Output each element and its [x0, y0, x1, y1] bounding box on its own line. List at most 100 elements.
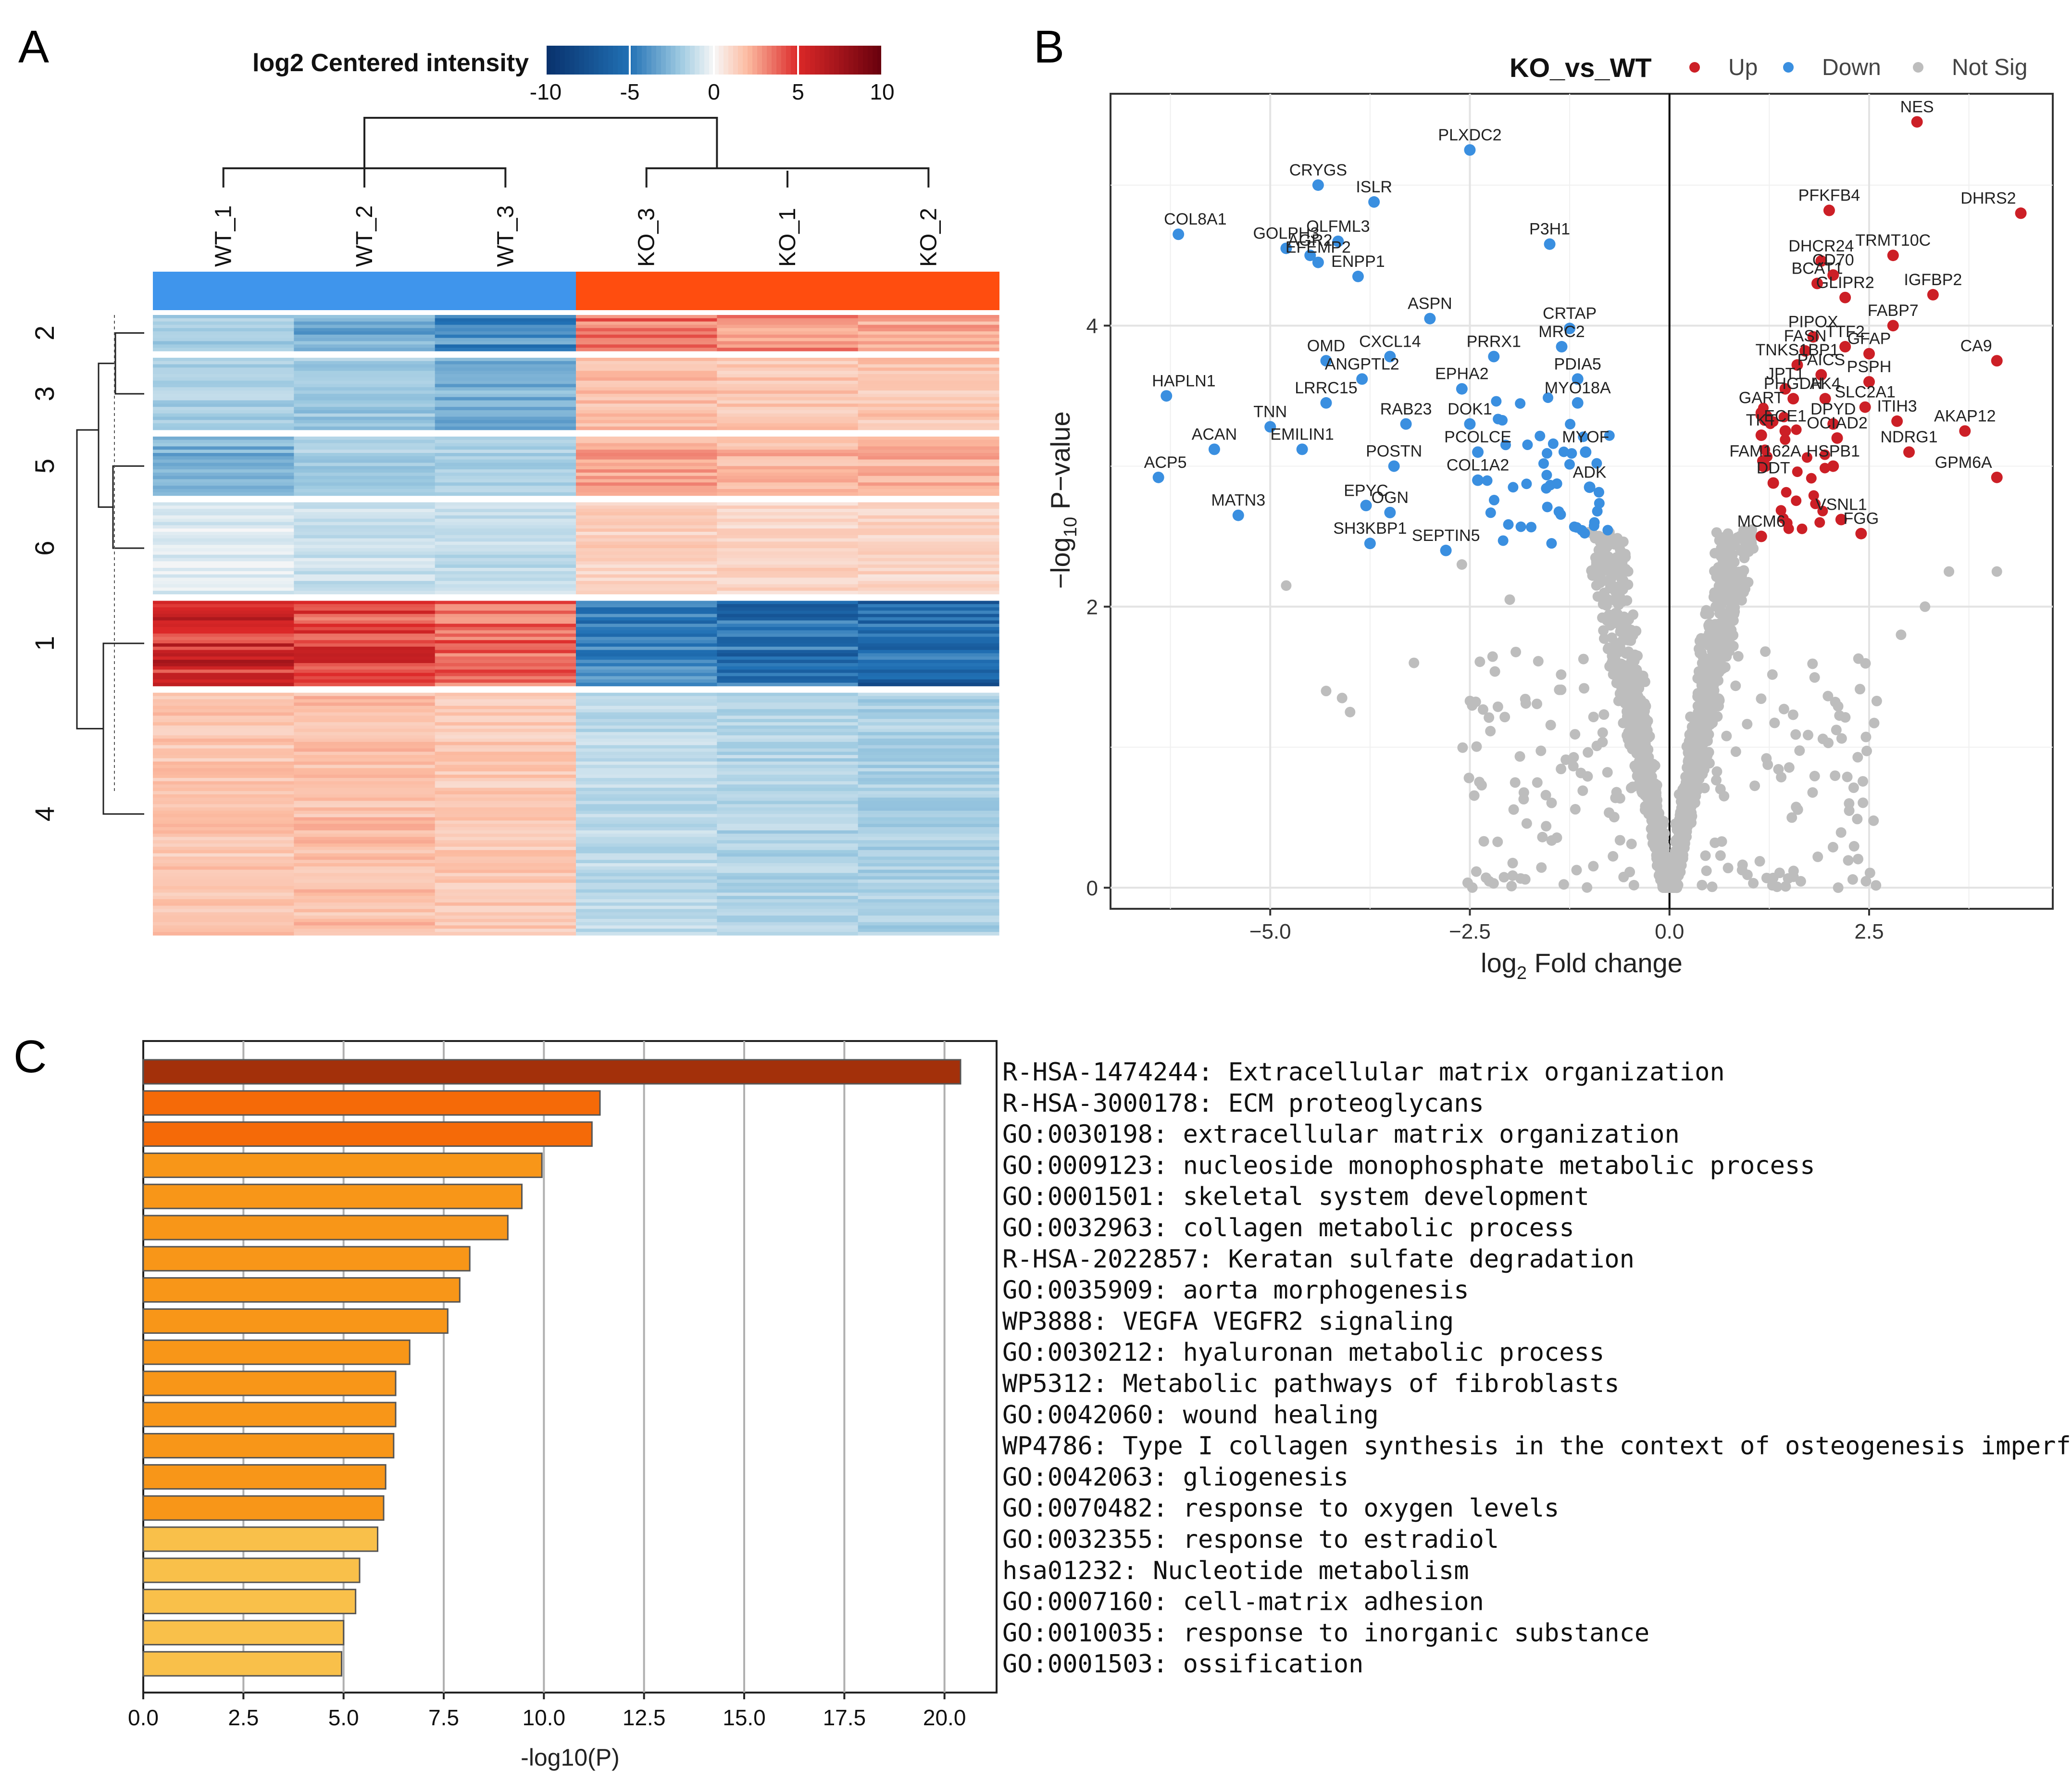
heatmap-cell	[717, 843, 859, 847]
heatmap-cell	[717, 922, 859, 926]
point-down	[1508, 482, 1519, 493]
heatmap-cell	[294, 692, 436, 697]
colorbar-segment	[685, 46, 690, 75]
heatmap-cell	[576, 765, 717, 769]
gene-label: PFKFB4	[1798, 187, 1860, 205]
heatmap-cell	[435, 558, 576, 562]
point-not-sig	[1701, 669, 1712, 680]
point-down	[1332, 235, 1344, 247]
heatmap-cell	[717, 791, 859, 795]
point-not-sig	[1754, 856, 1765, 867]
colorbar-segment	[781, 46, 786, 75]
heatmap-cell	[858, 377, 999, 381]
point-down	[1548, 438, 1559, 449]
point-not-sig	[1869, 717, 1880, 728]
point-up	[1778, 412, 1789, 423]
point-not-sig	[1595, 577, 1606, 589]
heatmap-cell	[153, 416, 294, 421]
gene-label: MYO18A	[1545, 379, 1611, 397]
heatmap-cell	[576, 446, 717, 450]
heatmap-cell	[153, 869, 294, 874]
point-down	[1544, 238, 1556, 250]
heatmap-cell	[858, 371, 999, 375]
heatmap-cell	[153, 918, 294, 923]
point-down	[1593, 487, 1604, 498]
point-not-sig	[1716, 599, 1727, 610]
point-down	[1152, 471, 1164, 483]
heatmap-cell	[717, 640, 859, 644]
point-not-sig	[1743, 577, 1754, 588]
heatmap-cell	[576, 364, 717, 368]
enrichment-bar	[142, 1308, 449, 1334]
heatmap-cell	[717, 617, 859, 621]
heatmap-cell	[576, 610, 717, 615]
heatmap-cell	[576, 869, 717, 874]
heatmap-cell	[153, 452, 294, 457]
heatmap-cell	[717, 929, 859, 932]
heatmap-cell	[717, 703, 859, 706]
heatmap-cell	[717, 466, 859, 470]
heatmap-cell	[435, 745, 576, 749]
heatmap-cell	[858, 739, 999, 742]
heatmap-cell	[435, 630, 576, 634]
heatmap-cell	[858, 509, 999, 513]
heatmap-cell	[717, 660, 859, 664]
colorbar-segment	[748, 46, 753, 75]
heatmap-cell	[435, 889, 576, 893]
heatmap-cell	[858, 886, 999, 890]
heatmap-cell	[717, 357, 859, 362]
heatmap-cell	[858, 863, 999, 867]
heatmap-cell	[294, 679, 436, 683]
heatmap-cell	[435, 486, 576, 489]
heatmap-cell	[435, 653, 576, 657]
colorbar-segment	[608, 46, 613, 75]
heatmap-cell	[435, 676, 576, 680]
heatmap-cell	[858, 660, 999, 664]
heatmap-cell	[435, 827, 576, 831]
heatmap-cell	[153, 321, 294, 326]
gene-label: DPYD	[1810, 400, 1856, 418]
heatmap-cell	[153, 775, 294, 778]
point-not-sig	[1622, 595, 1633, 606]
heatmap-cell	[153, 719, 294, 723]
point-down	[1542, 502, 1553, 513]
colorbar-segment	[637, 46, 642, 75]
heatmap-cell	[435, 338, 576, 342]
legend-swatch	[1783, 62, 1794, 73]
heatmap-cell	[153, 565, 294, 568]
heatmap-cell	[294, 682, 436, 687]
heatmap-cell	[435, 541, 576, 545]
enrichment-bar	[142, 1370, 397, 1396]
point-not-sig	[1842, 771, 1853, 782]
heatmap-cell	[435, 571, 576, 575]
point-down	[1591, 458, 1602, 469]
point-not-sig	[1487, 651, 1498, 662]
point-not-sig	[1535, 745, 1547, 756]
heatmap-cell	[717, 604, 859, 608]
heatmap-cell	[717, 584, 859, 588]
heatmap-cell	[435, 820, 576, 824]
heatmap-cell	[435, 873, 576, 877]
heatmap-cell	[294, 567, 436, 572]
heatmap-cell	[294, 551, 436, 555]
heatmap-cell	[294, 571, 436, 575]
heatmap-cell	[153, 709, 294, 713]
point-not-sig	[1694, 773, 1705, 784]
heatmap-cell	[717, 463, 859, 466]
point-not-sig	[1693, 782, 1704, 793]
heatmap-cell	[153, 637, 294, 640]
heatmap-cell	[576, 739, 717, 742]
heatmap-cell	[153, 604, 294, 608]
gene-label: MATN3	[1211, 491, 1265, 510]
heatmap-cell	[294, 476, 436, 480]
heatmap-cell	[294, 775, 436, 778]
heatmap-cell	[576, 607, 717, 611]
heatmap-cell	[153, 446, 294, 450]
heatmap-cell	[153, 916, 294, 919]
enrichment-term-label: GO:0030198: extracellular matrix organiz…	[1002, 1120, 1680, 1149]
heatmap-cell	[858, 745, 999, 749]
point-not-sig	[1521, 818, 1532, 829]
heatmap-cell	[294, 413, 436, 417]
heatmap-cell	[858, 889, 999, 893]
heatmap-cell	[717, 416, 859, 421]
